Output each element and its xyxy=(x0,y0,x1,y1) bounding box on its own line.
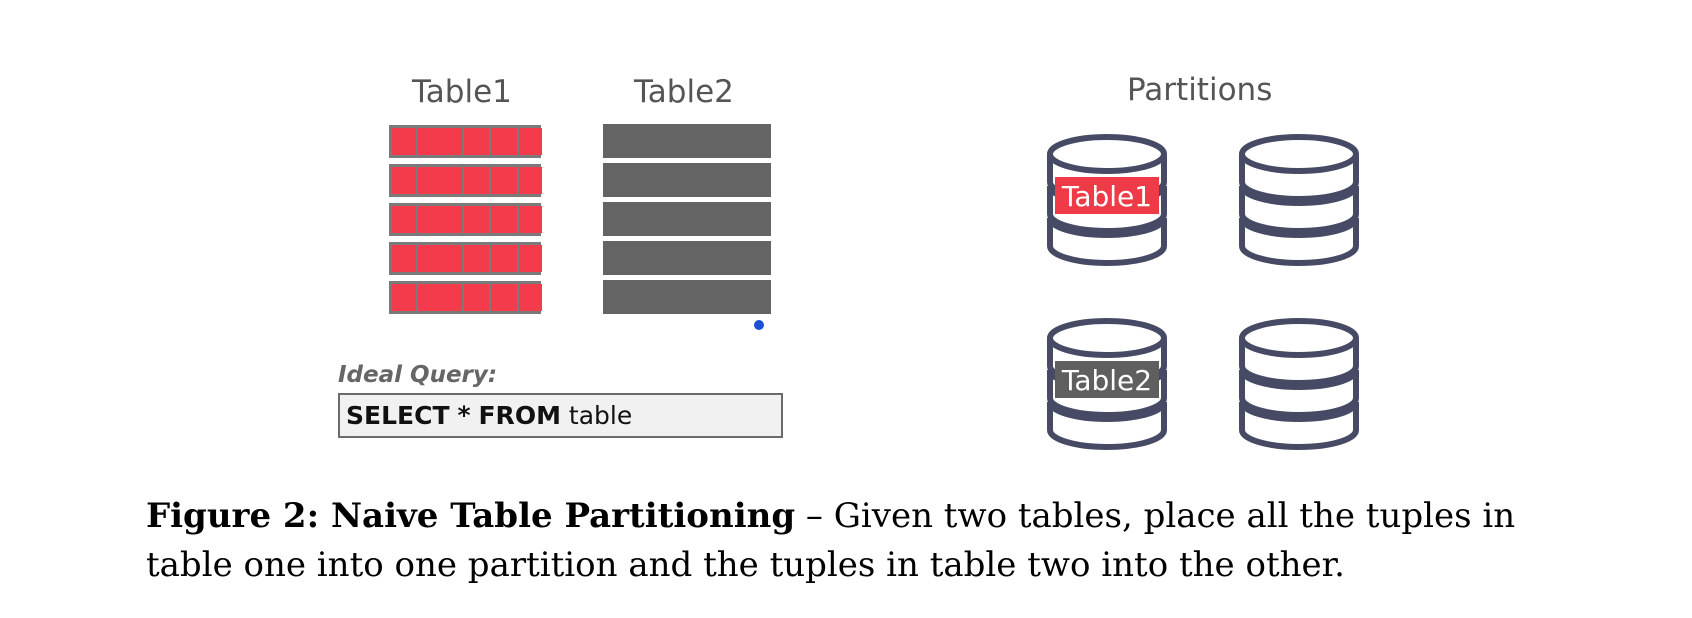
table1-cell xyxy=(491,206,517,233)
table2-rows xyxy=(603,124,771,314)
table1-cell xyxy=(392,206,416,233)
table1-cell xyxy=(491,128,517,155)
database-icon xyxy=(1239,318,1359,450)
tables-graphic: Table1 Table2 xyxy=(389,124,1359,450)
partition-databases: Table1 Table2 xyxy=(1047,134,1359,450)
query-keyword-from: FROM xyxy=(478,401,561,430)
table1-cell xyxy=(464,128,489,155)
caption-body: Given two tables, place all the tuples i… xyxy=(146,496,1516,585)
partition-label: Table2 xyxy=(1061,364,1152,397)
partition-label-bg xyxy=(1055,361,1159,398)
table1-cell xyxy=(519,167,542,194)
query-box: SELECT * FROM table xyxy=(338,393,783,438)
table1-cell xyxy=(392,284,416,311)
table1-title: Table1 xyxy=(412,74,512,110)
query-label: Ideal Query: xyxy=(338,362,498,388)
table1-cell xyxy=(491,284,517,311)
table1-rows xyxy=(389,125,542,314)
table1-cell xyxy=(392,128,416,155)
table2-row xyxy=(603,202,771,236)
naive-partitioning-diagram: Table1 Table2 Partitions Table1 Table2 Id… xyxy=(338,72,1359,450)
table1-cell xyxy=(418,206,462,233)
caption-figure-title: Figure 2: Naive Table Partitioning xyxy=(146,496,796,536)
caption-dash: – xyxy=(805,496,823,536)
table1-cell xyxy=(418,128,462,155)
table1-cell xyxy=(491,245,517,272)
table2-row xyxy=(603,241,771,275)
table1-cell xyxy=(464,206,489,233)
table2-row xyxy=(603,163,771,197)
table1-cell xyxy=(519,206,542,233)
table1-cell xyxy=(418,284,462,311)
database-icon: Table2 xyxy=(1047,318,1167,450)
table2-title: Table2 xyxy=(634,74,734,110)
table1-cell xyxy=(464,245,489,272)
table1-cell xyxy=(392,167,416,194)
query-star: * xyxy=(457,401,471,430)
selection-dot-icon xyxy=(754,320,764,330)
partition-label: Table1 xyxy=(1061,180,1152,213)
database-icon: Table1 xyxy=(1047,134,1167,266)
table1-cell xyxy=(519,245,542,272)
table1-cell xyxy=(392,245,416,272)
table2-row xyxy=(603,124,771,158)
table1-cell xyxy=(519,284,542,311)
table1-cell xyxy=(491,167,517,194)
partitions-title: Partitions xyxy=(1127,72,1273,108)
table1-cell xyxy=(418,245,462,272)
query-table-name: table xyxy=(568,401,633,430)
query-keyword-select: SELECT xyxy=(346,401,450,430)
table1-cell xyxy=(464,167,489,194)
table1-cell xyxy=(418,167,462,194)
table1-cell xyxy=(519,128,542,155)
table1-cell xyxy=(464,284,489,311)
figure-caption: Figure 2: Naive Table Partitioning – Giv… xyxy=(146,492,1566,590)
database-icon xyxy=(1239,134,1359,266)
table2-row xyxy=(603,280,771,314)
partition-label-bg xyxy=(1055,177,1159,214)
